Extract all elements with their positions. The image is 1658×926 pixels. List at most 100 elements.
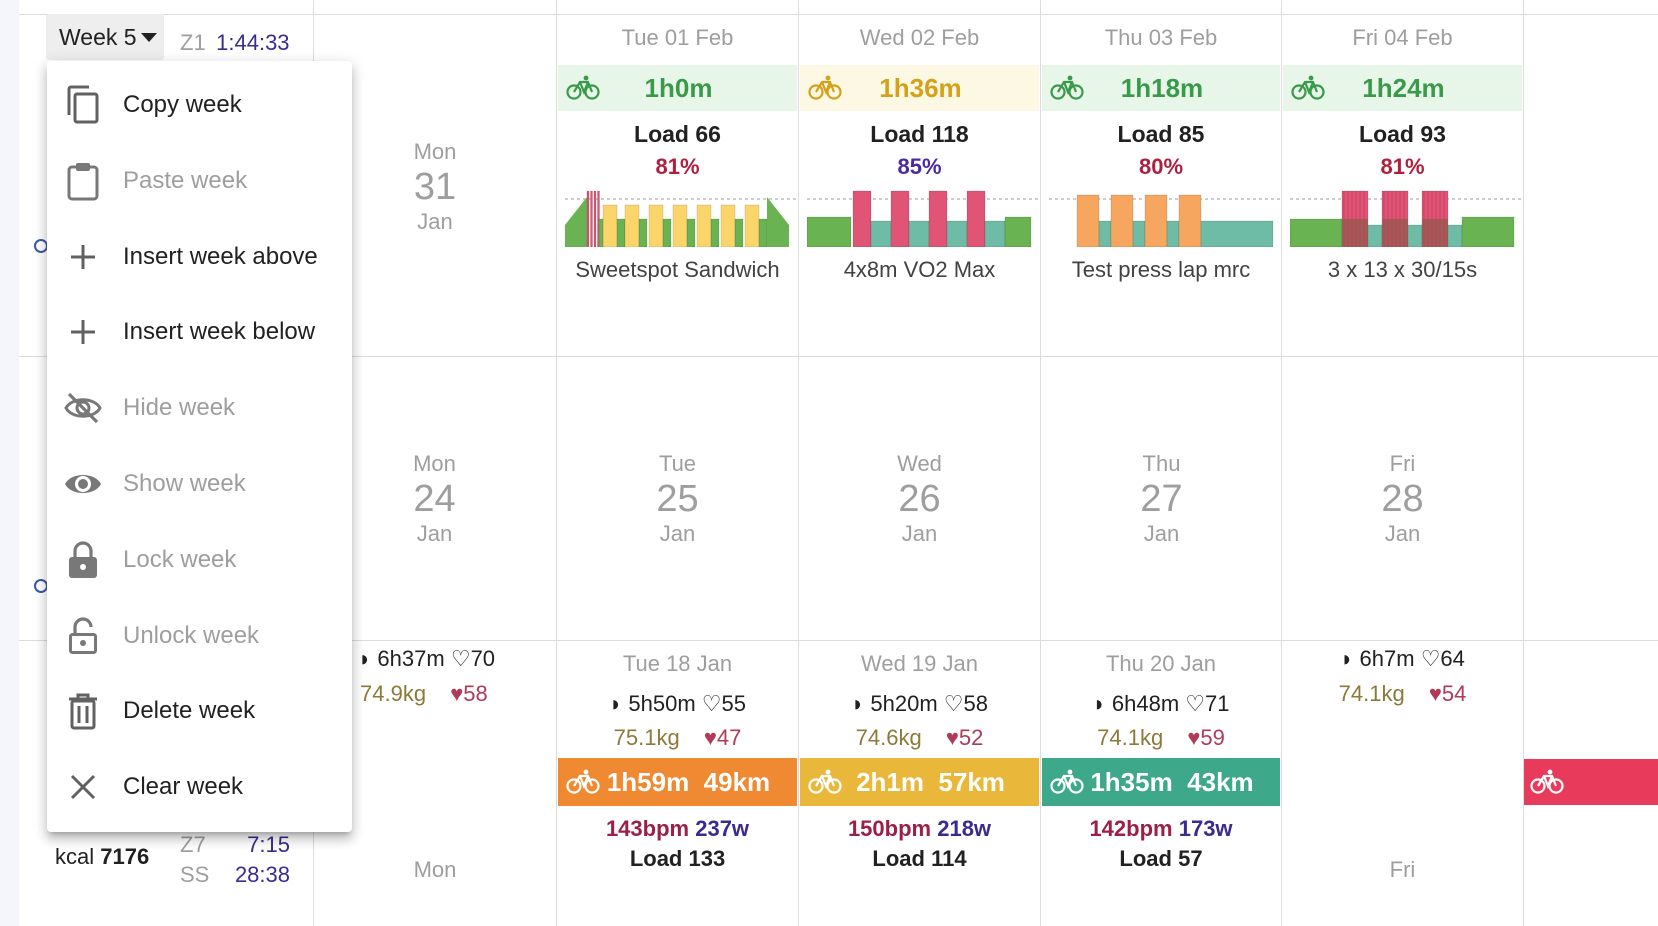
day-cell[interactable]: Thu 03 Feb 1h18m Load 85 80% Test press … [1041, 15, 1281, 356]
wellness-weight: 74.1kg ♥59 [1097, 725, 1225, 750]
heart-icon: ♥ [945, 725, 959, 750]
planned-workout-banner[interactable]: 1h0m [558, 65, 797, 111]
planned-workout-banner[interactable]: 1h24m [1283, 65, 1522, 111]
day-cell[interactable]: Wed 02 Feb 1h36m Load 118 85% 4x8m VO2 M… [799, 15, 1040, 356]
kcal-value: 7176 [100, 844, 150, 869]
activity-summary: 1h59m 49km [606, 766, 771, 797]
recovery-bar [710, 218, 720, 247]
interval-bar [590, 190, 593, 247]
workout-chart [807, 190, 1040, 247]
wellness-weight: 74.1kg ♥54 [1338, 681, 1467, 706]
interval-bar [852, 190, 872, 247]
menu-item-insert-week-below[interactable]: Insert week below [47, 294, 352, 370]
activity-load: Load 57 [1119, 846, 1203, 871]
interval-bar [966, 190, 986, 247]
week-context-menu: Copy week Paste week Insert week above I… [47, 61, 352, 832]
activity-load: Load 133 [629, 846, 726, 871]
activity-banner[interactable]: 1h59m 49km [558, 758, 797, 806]
menu-item-hide-week[interactable]: Hide week [47, 370, 352, 446]
wellness-weight: 74.6kg ♥52 [855, 725, 984, 750]
day-cell[interactable]: Tue 01 Feb 1h0m Load 66 81% Sweetspot Sa… [557, 15, 798, 356]
workout-name[interactable]: Test press lap mrc [1071, 257, 1251, 282]
day-cell-mon-17[interactable]: ◗ 6h37m ♡70 74.9kg ♥58 Mon [314, 641, 556, 926]
activity-banner[interactable]: 2h1m 57km [800, 758, 1039, 806]
planned-load: Load 93 [1359, 121, 1446, 147]
grid-line [1040, 0, 1041, 926]
bike-icon [1050, 75, 1084, 100]
workout-chart [1290, 190, 1523, 247]
activity-banner-partial[interactable] [1524, 759, 1658, 805]
menu-item-paste-week[interactable]: Paste week [47, 143, 352, 219]
planned-workout-banner[interactable]: 1h36m [800, 65, 1039, 111]
week-menu-button[interactable]: Week 5 [46, 14, 164, 60]
wellness-sleep: ◗ 6h37m ♡70 [358, 646, 496, 671]
zone-label: Z7 [180, 832, 206, 857]
day-number: Mon 31 Jan [413, 139, 457, 234]
day-cell[interactable]: Mon 24 Jan [314, 357, 555, 640]
menu-item-clear-week[interactable]: Clear week [47, 749, 352, 825]
grid-line [556, 0, 557, 926]
bike-icon [1291, 75, 1325, 100]
activity-banner[interactable]: 1h35m 43km [1042, 758, 1280, 806]
menu-item-unlock-week[interactable]: Unlock week [47, 598, 352, 674]
day-cell[interactable]: Thu 20 Jan ◗ 6h48m ♡71 74.1kg ♥59 1h35m … [1041, 641, 1281, 926]
day-cell[interactable]: Fri 28 Jan [1282, 357, 1523, 640]
bike-icon [566, 769, 600, 794]
zone-time: 1:44:33 [216, 30, 290, 55]
recovery-bar [662, 218, 672, 247]
menu-item-copy-week[interactable]: Copy week [47, 67, 352, 143]
menu-item-label: Lock week [123, 545, 237, 573]
recovery-bar [1098, 220, 1112, 247]
recovery-bar [686, 218, 696, 247]
day-cell[interactable]: Tue 18 Jan ◗ 5h50m ♡55 75.1kg ♥47 1h59m … [557, 641, 798, 926]
day-cell[interactable]: Wed 19 Jan ◗ 5h20m ♡58 74.6kg ♥52 2h1m 5… [799, 641, 1040, 926]
planned-duration: 1h24m [1362, 72, 1445, 103]
day-cell-mon-31[interactable]: Mon 31 Jan [314, 15, 556, 356]
workout-name[interactable]: 3 x 13 x 30/15s [1327, 257, 1478, 282]
workout-name[interactable]: 4x8m VO2 Max [843, 257, 996, 282]
wellness-sleep: ◗ 5h20m ♡58 [850, 691, 989, 716]
intensity-percent: 80% [1138, 154, 1184, 179]
day-label: Fri [1389, 857, 1416, 882]
ss-summary: SS 28:38 [180, 862, 310, 892]
menu-item-insert-week-above[interactable]: Insert week above [47, 219, 352, 295]
menu-item-delete-week[interactable]: Delete week [47, 673, 352, 749]
heart-icon: ♥ [1428, 681, 1442, 706]
intensity-percent: 81% [655, 154, 700, 179]
intensity-percent: 81% [1380, 154, 1425, 179]
bike-icon [566, 75, 600, 100]
day-cell[interactable]: Tue 25 Jan [557, 357, 798, 640]
recovery-bar [598, 218, 604, 247]
eye-icon [63, 464, 103, 504]
menu-item-show-week[interactable]: Show week [47, 446, 352, 522]
day-cell[interactable]: Fri 04 Feb 1h24m Load 93 81% 3 x 13 x 30… [1282, 15, 1523, 356]
recovery-bar [734, 218, 744, 247]
day-cell[interactable]: Wed 26 Jan [799, 357, 1040, 640]
plus-icon [63, 237, 103, 277]
activity-hr-power: 143bpm 237w [605, 816, 750, 841]
heart-outline-icon: ♡ [943, 691, 964, 716]
day-date: Wed 19 Jan [860, 651, 978, 676]
caret-down-icon [140, 32, 157, 42]
workout-name[interactable]: Sweetspot Sandwich [575, 257, 780, 282]
day-cell[interactable]: Thu 27 Jan [1041, 357, 1282, 640]
activity-load: Load 114 [872, 846, 967, 871]
cooldown-bar [1004, 216, 1032, 247]
menu-item-label: Show week [123, 470, 246, 497]
lock-icon [63, 540, 103, 580]
menu-item-label: Insert week below [123, 318, 316, 346]
interval-bar [586, 190, 590, 247]
bike-icon [34, 579, 48, 593]
heart-icon: ♥ [703, 725, 717, 750]
moon-icon: ◗ [1092, 691, 1106, 716]
intensity-percent: 85% [897, 154, 942, 179]
menu-item-label: Delete week [123, 697, 256, 725]
menu-item-lock-week[interactable]: Lock week [47, 522, 352, 598]
day-cell-fri-21[interactable]: ◗ 6h7m ♡64 74.1kg ♥54 Fri [1282, 641, 1523, 926]
recovery-bar [758, 218, 768, 247]
recovery-bar [984, 220, 1006, 247]
eye-off-icon [63, 388, 103, 428]
grid-line [1523, 0, 1524, 926]
planned-workout-banner[interactable]: 1h18m [1042, 65, 1280, 111]
